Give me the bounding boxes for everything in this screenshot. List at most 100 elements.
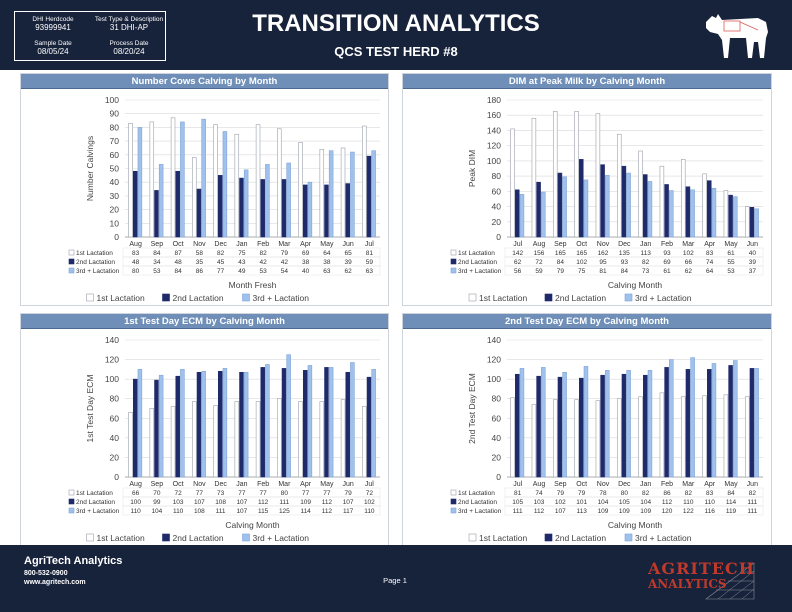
x-tick-label: Apr	[704, 241, 716, 248]
table-cell: 82	[260, 250, 268, 257]
legend-swatch	[544, 293, 553, 302]
table-row	[504, 487, 764, 498]
table-cell: 42	[260, 259, 268, 266]
bar	[685, 186, 691, 238]
table-cell: 100	[130, 499, 141, 506]
table-cell: 115	[258, 508, 269, 515]
bar	[510, 128, 515, 238]
table-cell: 86	[196, 268, 204, 275]
legend-label: 1st Lactation	[479, 293, 527, 303]
x-tick-label: Sep	[554, 241, 567, 248]
x-tick-label: Jan	[640, 241, 651, 248]
bar	[260, 179, 265, 238]
bar	[541, 367, 546, 478]
table-cell: 73	[642, 268, 650, 275]
table-cell: 82	[642, 490, 650, 497]
bar	[557, 376, 563, 478]
bar	[515, 373, 520, 478]
footer-website[interactable]: www.agritech.com	[24, 579, 86, 586]
bar	[298, 401, 303, 478]
table-series-name: 3rd + Lactation	[76, 508, 120, 515]
table-legend-swatch	[68, 249, 75, 256]
bar	[239, 371, 244, 478]
y-tick-label: 60	[492, 186, 502, 196]
chart-title: Number Cows Calving by Month	[21, 74, 388, 89]
x-tick-label: May	[724, 241, 738, 248]
table-row	[122, 496, 381, 507]
table-cell: 45	[217, 259, 225, 266]
bar	[579, 159, 584, 238]
legend-label: 2nd Lactation	[173, 293, 224, 303]
bar	[319, 401, 325, 478]
table-cell: 69	[302, 250, 310, 257]
table-cell: 112	[322, 508, 333, 515]
bar	[605, 175, 610, 238]
y-tick-label: 80	[492, 171, 502, 181]
y-tick-label: 120	[487, 355, 501, 365]
table-row	[122, 247, 381, 258]
logo-mesh-icon	[705, 562, 755, 600]
y-tick-label: 40	[110, 433, 120, 443]
table-cell: 108	[194, 508, 205, 515]
bar	[643, 174, 648, 238]
bar	[680, 396, 686, 478]
legend-label: 3rd + Lactation	[635, 293, 692, 303]
footer-divider	[0, 545, 792, 551]
table-cell: 109	[640, 508, 651, 515]
table-cell: 82	[685, 490, 693, 497]
bar	[621, 165, 627, 238]
x-tick-label: Dec	[618, 241, 631, 248]
table-series-name: 2nd Lactation	[458, 259, 497, 266]
table-cell: 156	[534, 250, 545, 257]
table-cell: 39	[749, 259, 757, 266]
x-tick-label: Aug	[129, 481, 142, 488]
bar	[180, 369, 185, 478]
bar	[362, 406, 367, 478]
x-axis-label: Calving Month	[608, 520, 663, 530]
bar	[711, 187, 717, 238]
bar	[728, 365, 733, 478]
chart-title: 2nd Test Day ECM by Calving Month	[403, 314, 771, 329]
bar	[595, 400, 601, 478]
bar	[531, 404, 537, 478]
y-tick-label: 100	[105, 374, 119, 384]
test-type-value: 31 DHI-AP	[109, 23, 149, 32]
table-cell: 81	[599, 268, 607, 275]
y-tick-label: 20	[492, 217, 502, 227]
legend-label: 3rd + Lactation	[635, 533, 692, 543]
table-cell: 77	[260, 490, 268, 497]
report-header: DHI Herdcode 93999941 Test Type & Descri…	[0, 0, 792, 70]
table-cell: 70	[153, 490, 161, 497]
table-cell: 43	[238, 259, 246, 266]
table-cell: 84	[175, 268, 183, 275]
y-axis-label: 2nd Test Day ECM	[467, 373, 477, 444]
bar	[562, 176, 567, 238]
table-cell: 107	[194, 499, 205, 506]
table-cell: 59	[366, 259, 374, 266]
x-tick-label: Nov	[193, 481, 206, 488]
bar	[680, 159, 686, 238]
table-cell: 165	[555, 250, 566, 257]
table-cell: 112	[258, 499, 269, 506]
bar	[255, 124, 261, 238]
bar	[350, 362, 355, 478]
table-series-name: 1st Lactation	[458, 250, 495, 257]
chart-calvings-svg: 0 10 20 30 40 50 60 70 80 90 100 Number Calvings Aug…	[68, 95, 381, 303]
bar	[664, 184, 669, 238]
bar	[222, 131, 228, 238]
bar	[616, 398, 622, 478]
table-cell: 125	[279, 508, 290, 515]
bar	[180, 121, 185, 238]
bar	[255, 401, 261, 478]
x-tick-label: Oct	[576, 481, 587, 488]
bar	[536, 375, 541, 478]
bar	[324, 184, 329, 238]
bar	[281, 179, 287, 238]
y-tick-label: 80	[110, 122, 120, 132]
table-cell: 55	[727, 259, 735, 266]
bar	[158, 374, 164, 478]
page-number: Page 1	[383, 576, 407, 585]
legend-swatch	[468, 293, 477, 302]
table-series-name: 2nd Lactation	[76, 259, 115, 266]
table-cell: 93	[663, 250, 671, 257]
